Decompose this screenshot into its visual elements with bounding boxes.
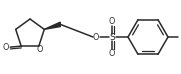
Text: O: O xyxy=(3,43,9,52)
Text: O: O xyxy=(36,45,43,54)
Text: O: O xyxy=(109,17,115,26)
Polygon shape xyxy=(44,22,60,29)
Text: S: S xyxy=(109,32,115,42)
Text: O: O xyxy=(93,32,99,42)
Text: O: O xyxy=(109,48,115,57)
